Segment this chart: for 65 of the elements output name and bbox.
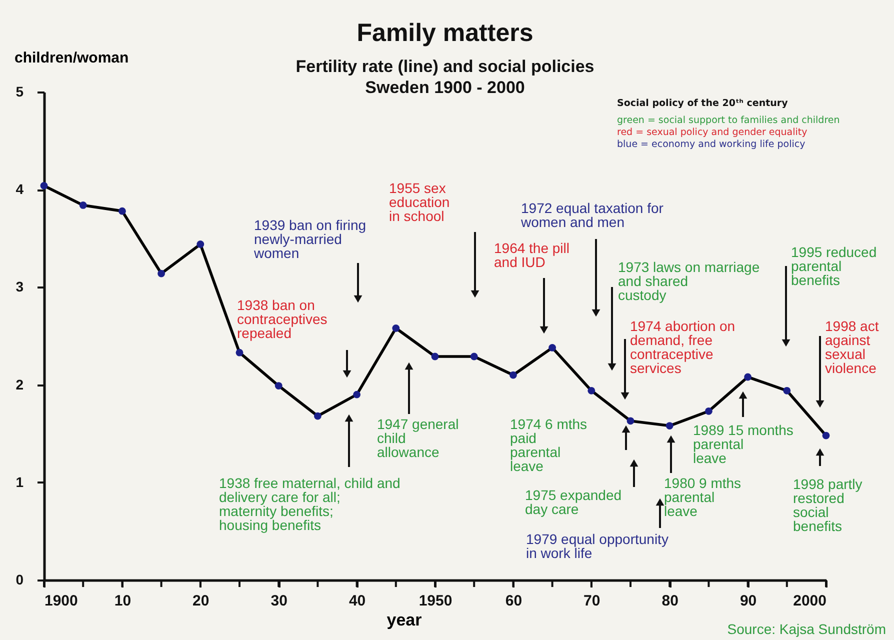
annotation: green = social support to families and children [617,115,840,126]
point [704,407,712,415]
x-tick-label: 1900 [44,592,78,610]
point [40,182,48,190]
point [79,202,87,209]
point [822,432,830,440]
chart-title: Family matters [356,19,534,47]
x-tick-label: 30 [270,592,288,610]
point [470,352,478,360]
annotation: red = sexual policy and gender equality [617,127,808,138]
y-tick-label: 0 [16,572,24,588]
point [274,382,282,390]
annotation: 1955 sex education in school [389,180,450,224]
point [509,371,517,379]
x-tick-label: 20 [192,592,210,610]
annotation: 1995 reduced parental benefits [791,244,877,288]
annotation: 1964 the pill and IUD [494,240,570,270]
annotation: 1938 ban on contraceptives repealed [237,297,328,341]
annotation: 1947 general child allowance [377,416,459,460]
x-tick-label: 90 [740,592,757,610]
point [548,344,556,352]
x-tick-label: 1950 [418,592,452,610]
point [588,386,596,394]
point [353,390,361,398]
annotation: 1975 expanded day care [525,487,622,517]
point [666,422,674,430]
y-tick-label: 3 [16,278,24,295]
y-tick-label: 1 [16,474,24,490]
source-note: Source: Kajsa Sundström [727,621,886,637]
annotation: 1939 ban on firing newly-married women [253,217,366,261]
y-tick-label: 2 [16,376,24,392]
point [158,270,166,278]
annotation: 1972 equal taxation for women and men [520,200,664,230]
y-tick-label: 4 [16,181,24,198]
x-tick-label: 60 [505,592,522,610]
point [314,412,322,420]
x-axis-title: year [386,610,422,630]
annotation: 1973 laws on marriage and shared custody [618,259,760,303]
x-tick-label: 2000 [793,592,826,610]
point [626,417,634,425]
text: Fertility rate (line) and social policies [296,57,594,76]
annotation: 1980 9 mths parental leave [664,475,742,519]
x-tick-label: 40 [348,592,366,610]
annotation: blue = economy and working life policy [617,139,806,150]
annotation: 1998 act against sexual violence [825,318,879,376]
x-tick-label: 80 [662,592,678,610]
point [431,352,439,360]
annotation: 1938 free maternal, child and delivery care for all; maternity benefits; housing benefits [219,475,400,533]
annotation: 1998 partly restored social benefits [793,476,862,534]
point [196,240,204,248]
annotation: 1989 15 months parental leave [693,422,794,466]
annotation: 1979 equal opportunity in work life [526,531,668,561]
annotation: 1974 6 mths paid parental leave [510,416,588,474]
point [118,207,126,215]
point [392,324,400,332]
y-axis-title: children/woman [14,50,129,66]
annotation: 1974 abortion on demand, free contraceptive services [630,318,736,376]
point [744,373,752,381]
point [783,386,791,394]
x-tick-label: 10 [114,592,132,610]
y-tick-label: 5 [16,84,24,100]
point [236,348,244,356]
x-tick-label: 70 [584,592,600,610]
text: Sweden 1900 - 2000 [365,78,525,97]
annotation: Social policy of the 20ᵗʰ century [617,98,789,109]
